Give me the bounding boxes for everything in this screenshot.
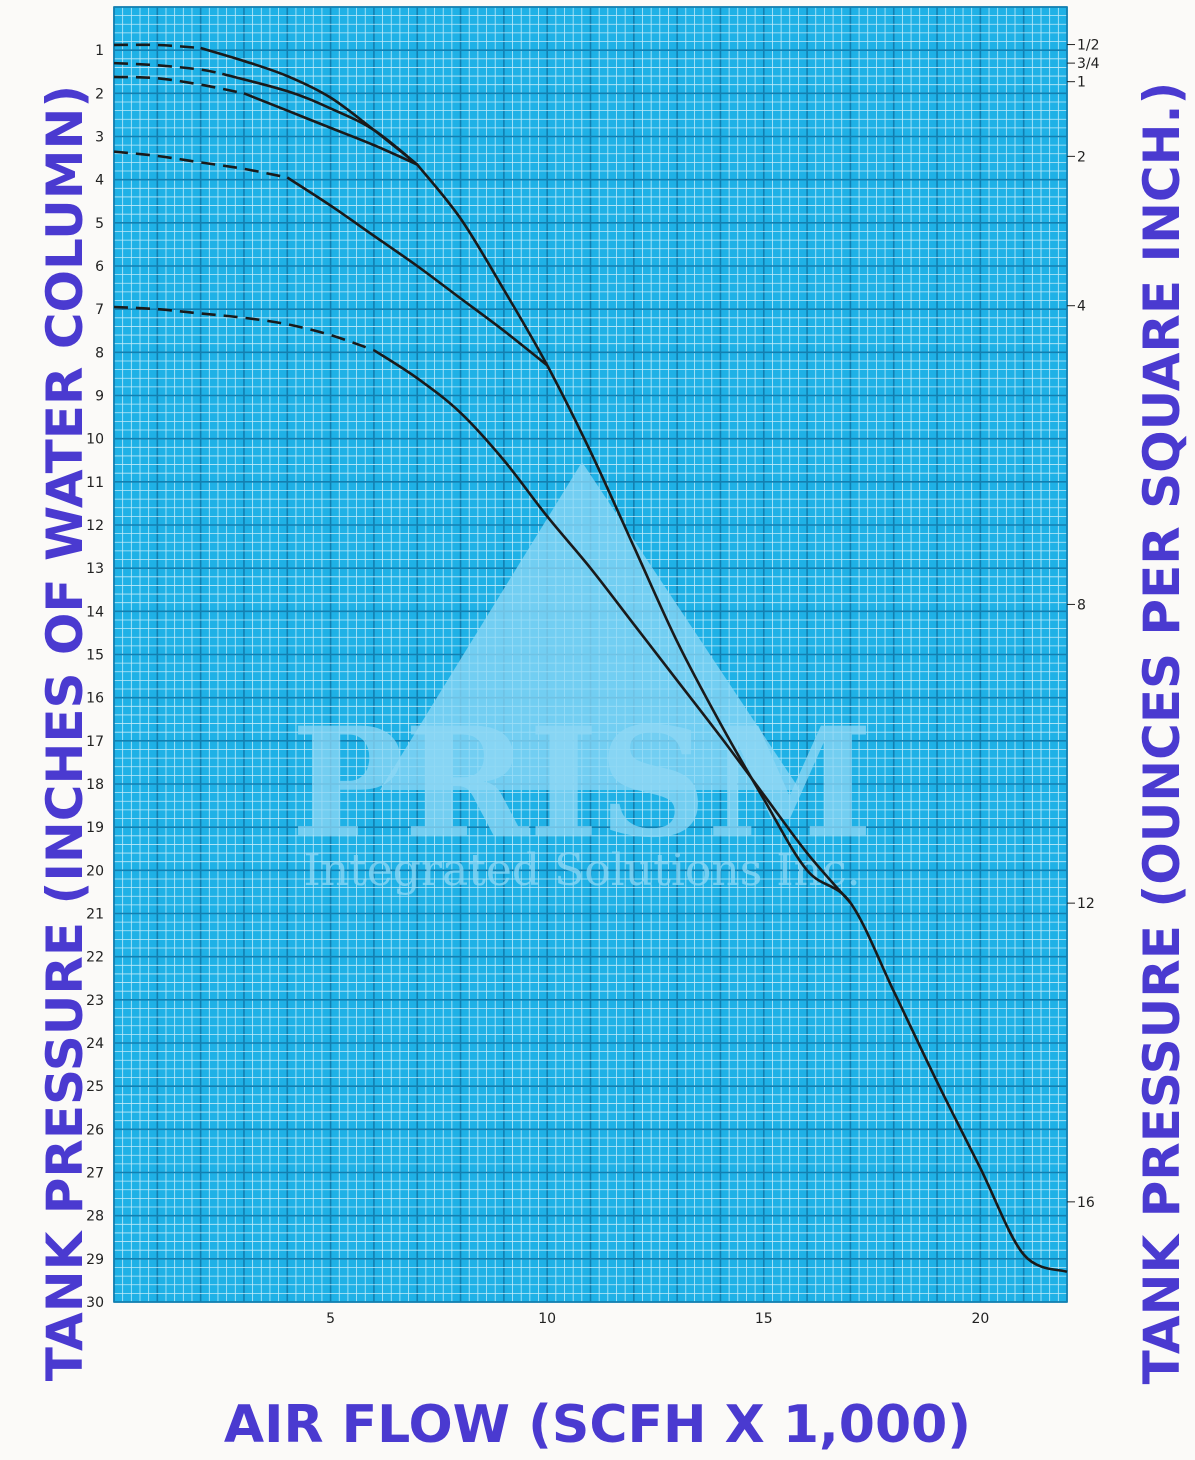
- y-tick-left: 14: [86, 604, 104, 620]
- y-tick-right: 1: [1077, 75, 1086, 91]
- x-tick: 20: [971, 1311, 989, 1327]
- y-tick-left: 28: [86, 1209, 104, 1225]
- plot-border: [113, 6, 1068, 1303]
- curve-4-solid: [286, 176, 548, 367]
- x-tick: 5: [326, 1311, 335, 1327]
- y-tick-right: 16: [1077, 1195, 1095, 1211]
- y-axis-label-right: TANK PRESSURE (OUNCES PER SQUARE INCH.): [1133, 81, 1191, 1385]
- y-axis-label-left: TANK PRESSURE (INCHES OF WATER COLUMN): [36, 84, 94, 1382]
- y-tick-left: 29: [86, 1252, 104, 1268]
- y-tick-left: 13: [86, 561, 104, 577]
- x-tick: 15: [755, 1311, 773, 1327]
- watermark: PRISM Integrated Solutions Inc.: [291, 462, 873, 896]
- y-tick-left: 11: [86, 475, 104, 491]
- x-ticks: 5 10 15 20: [326, 1311, 989, 1327]
- y-tick-left: 12: [86, 518, 104, 534]
- y-tick-right: 2: [1077, 149, 1086, 165]
- y-tick-left: 4: [95, 173, 104, 189]
- y-tick-left: 23: [86, 993, 104, 1009]
- curve-3-solid: [243, 92, 418, 166]
- curve-5-solid: [373, 349, 852, 904]
- curve-2-dashed: [113, 61, 223, 76]
- y-tick-right: 1/2: [1077, 38, 1100, 54]
- y-tick-left: 27: [86, 1166, 104, 1182]
- y-tick-right: 4: [1077, 299, 1086, 315]
- y-tick-left: 2: [95, 86, 104, 102]
- curve-6-solid: [416, 163, 1068, 1274]
- y-tick-left: 3: [95, 130, 104, 146]
- curve-1-dashed: [113, 43, 201, 50]
- y-ticks-left: 1234567891011121314151617181920212223242…: [86, 43, 104, 1311]
- y-tick-left: 7: [95, 302, 104, 318]
- y-tick-left: 9: [95, 389, 104, 405]
- curve-4-dashed: [113, 150, 288, 179]
- y-tick-left: 15: [86, 648, 104, 664]
- y-tick-right: 8: [1077, 597, 1086, 613]
- watermark-tagline: Integrated Solutions Inc.: [303, 845, 860, 896]
- y-tick-left: 30: [86, 1295, 104, 1311]
- y-tick-left: 1: [95, 43, 104, 59]
- x-axis-label: AIR FLOW (SCFH X 1,000): [223, 1395, 972, 1455]
- y-tick-left: 20: [86, 863, 104, 879]
- watermark-brand: PRISM: [291, 695, 873, 871]
- y-tick-left: 26: [86, 1122, 104, 1138]
- y-tick-right: 12: [1077, 896, 1095, 912]
- y-tick-left: 6: [95, 259, 104, 275]
- curve-3-dashed: [113, 75, 245, 95]
- y-tick-left: 25: [86, 1079, 104, 1095]
- y-tick-left: 21: [86, 907, 104, 923]
- grid: [113, 6, 1068, 1303]
- x-tick: 10: [538, 1311, 556, 1327]
- y-tick-left: 22: [86, 950, 104, 966]
- y-tick-left: 5: [95, 216, 104, 232]
- y-tick-left: 17: [86, 734, 104, 750]
- y-tick-left: 10: [86, 432, 104, 448]
- y-tick-left: 16: [86, 691, 104, 707]
- y-tick-left: 18: [86, 777, 104, 793]
- y-tick-left: 8: [95, 345, 104, 361]
- curve-2-solid: [221, 72, 419, 166]
- y-tick-left: 24: [86, 1036, 104, 1052]
- y-tick-right: 3/4: [1077, 56, 1100, 72]
- watermark-triangle: [380, 462, 800, 790]
- y-tick-left: 19: [86, 820, 104, 836]
- curves: [113, 43, 1068, 1274]
